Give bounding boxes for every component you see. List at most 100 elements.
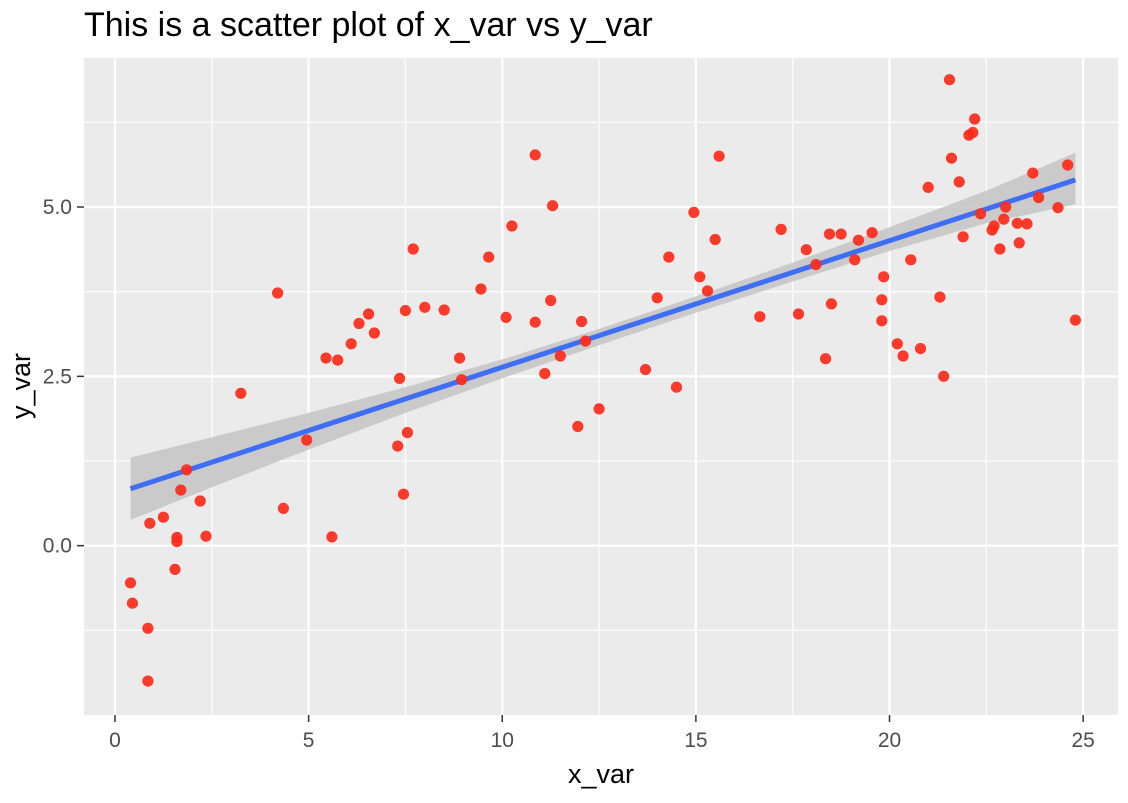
data-point	[1000, 201, 1012, 213]
data-point	[775, 223, 787, 235]
data-point	[957, 231, 969, 243]
data-point	[876, 315, 888, 327]
data-point	[529, 149, 541, 161]
data-point	[988, 220, 1000, 232]
data-point	[301, 434, 313, 446]
data-point	[922, 181, 934, 193]
y-tick-label: 5.0	[43, 196, 72, 219]
fit-line-layer	[129, 177, 1077, 492]
data-point	[171, 536, 183, 548]
data-point	[235, 387, 247, 399]
data-point	[394, 372, 406, 384]
data-point	[407, 243, 419, 255]
data-point	[175, 484, 187, 496]
data-point	[953, 176, 965, 188]
x-tick-label: 10	[491, 729, 514, 752]
data-point	[914, 343, 927, 355]
data-point	[124, 577, 137, 589]
data-point	[866, 227, 878, 239]
data-point	[144, 517, 156, 529]
x-tick-label: 0	[109, 729, 121, 752]
data-point	[1013, 237, 1025, 249]
data-point	[835, 228, 847, 240]
data-point	[506, 220, 518, 232]
data-point	[475, 283, 487, 295]
data-point	[181, 464, 193, 476]
data-point	[169, 563, 181, 576]
axis-layer: 0 5 10 15 20 25 0.0 2.5 5.0	[43, 196, 1095, 752]
data-point	[326, 531, 338, 543]
data-point	[126, 597, 138, 609]
data-point	[688, 206, 700, 218]
data-point	[593, 403, 605, 415]
data-point	[974, 208, 987, 220]
data-point	[1062, 159, 1074, 171]
data-point	[1011, 217, 1023, 229]
data-point	[363, 308, 375, 320]
points-layer	[124, 74, 1081, 687]
data-point	[454, 352, 466, 364]
data-point	[500, 311, 512, 323]
x-tick-label: 15	[684, 729, 707, 752]
data-point	[332, 354, 344, 366]
data-point	[639, 364, 652, 376]
data-point	[969, 113, 981, 125]
data-point	[820, 353, 832, 365]
data-point	[547, 200, 559, 212]
data-point	[998, 213, 1010, 225]
x-tick-label: 20	[878, 729, 901, 752]
data-point	[483, 251, 495, 263]
x-tick-label: 25	[1071, 729, 1094, 752]
data-point	[368, 327, 380, 339]
data-point	[539, 368, 551, 380]
data-point	[754, 311, 766, 323]
data-point	[670, 381, 683, 393]
data-point	[401, 427, 413, 439]
data-point	[194, 495, 206, 507]
data-point	[142, 675, 154, 687]
data-point	[438, 304, 450, 316]
data-point	[800, 244, 812, 256]
data-point	[792, 308, 805, 320]
data-point	[934, 291, 946, 303]
grid-layer	[84, 58, 1118, 715]
data-point	[554, 350, 566, 362]
data-point	[157, 511, 169, 523]
y-axis-title: y_var	[6, 353, 36, 419]
data-point	[823, 228, 836, 240]
data-point	[576, 315, 588, 328]
y-tick-label: 0.0	[43, 535, 72, 558]
data-point	[277, 502, 289, 514]
data-point	[876, 294, 888, 306]
data-point	[1033, 191, 1045, 204]
data-point	[456, 374, 468, 386]
data-point	[579, 335, 592, 347]
data-point	[1052, 202, 1064, 214]
data-point	[994, 243, 1006, 255]
data-point	[694, 271, 706, 283]
x-axis-title: x_var	[568, 759, 634, 789]
data-point	[713, 150, 725, 162]
data-point	[200, 530, 212, 542]
data-point	[905, 254, 917, 266]
data-point	[825, 298, 838, 310]
data-point	[1021, 218, 1033, 230]
data-point	[272, 287, 284, 299]
regression-line	[129, 177, 1077, 492]
x-tick-label: 5	[303, 729, 315, 752]
data-point	[572, 420, 584, 433]
data-point	[353, 317, 365, 330]
data-point	[397, 488, 410, 500]
data-point	[701, 285, 714, 297]
data-point	[142, 622, 154, 634]
chart-title: This is a scatter plot of x_var vs y_var	[84, 6, 653, 44]
data-point	[849, 254, 861, 266]
data-point	[938, 370, 950, 382]
data-point	[392, 440, 404, 452]
data-point	[545, 294, 557, 307]
data-point	[663, 251, 675, 263]
data-point	[419, 301, 431, 313]
data-point	[709, 233, 721, 246]
